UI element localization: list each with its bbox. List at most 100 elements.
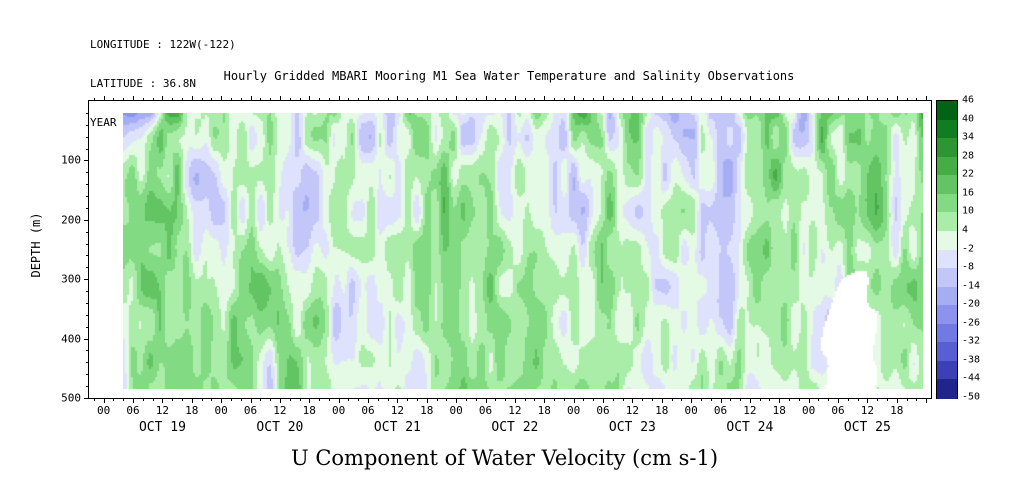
y-tick [86, 302, 89, 304]
x-tick-top [622, 98, 624, 101]
x-tick-top [446, 98, 448, 101]
x-tick-top [505, 98, 507, 101]
x-tick-label: 06 [478, 404, 493, 417]
y-tick [86, 184, 89, 186]
plot-area: 00 06 12 18 00 06 12 18 00 06 12 18 00 06 12 18 00 06 12 18… [61, 96, 932, 435]
x-tick-bottom [416, 398, 418, 401]
x-tick-top [328, 98, 330, 101]
x-tick-label: 00 [684, 404, 698, 417]
x-tick-bottom [798, 398, 800, 401]
x-tick-top [113, 98, 115, 101]
colorbar-tick-label: -2 [962, 243, 975, 254]
x-tick-top [700, 98, 702, 101]
y-tick [86, 291, 89, 293]
y-tick-label: 300 [61, 272, 81, 286]
x-tick-top [808, 96, 810, 101]
x-tick-bottom [877, 398, 879, 401]
x-tick-label: 00 [214, 404, 228, 417]
x-tick-top [603, 96, 604, 101]
x-tick-top [182, 98, 183, 101]
colorbar-segment [937, 342, 957, 362]
x-tick-top [779, 96, 781, 101]
y-tick [86, 172, 89, 174]
y-tick [86, 255, 89, 257]
x-tick-top [837, 96, 839, 101]
x-tick-bottom [710, 398, 712, 401]
x-tick-label: 00 [801, 404, 816, 417]
x-tick-bottom [348, 398, 350, 401]
x-tick-top [514, 96, 516, 101]
x-tick-top [485, 96, 487, 101]
y-tick [86, 326, 89, 328]
x-tick-bottom [749, 398, 751, 403]
y-tick [84, 160, 89, 162]
x-date-label: OCT 24 [726, 420, 774, 435]
x-tick-bottom [191, 398, 193, 403]
x-tick-bottom [896, 398, 898, 403]
x-tick-top [632, 96, 634, 101]
x-tick-bottom [436, 398, 438, 401]
x-tick-top [103, 96, 105, 101]
x-tick-top [642, 98, 644, 101]
y-tick [86, 350, 89, 352]
x-tick-top [926, 96, 928, 101]
x-tick-top [436, 98, 438, 101]
x-tick-top [886, 98, 888, 101]
x-tick-top [789, 98, 791, 101]
x-tick-bottom [230, 398, 232, 401]
x-tick-bottom [465, 398, 467, 401]
x-tick-bottom [182, 398, 183, 401]
x-tick-label: 12 [508, 404, 522, 417]
colorbar-tick-label: 28 [962, 150, 975, 162]
x-tick-bottom [818, 398, 820, 401]
colorbar-segment [937, 230, 957, 250]
colorbar-segment [937, 212, 957, 232]
x-tick-bottom [377, 398, 379, 401]
x-tick-bottom [495, 398, 497, 401]
x-tick-bottom [201, 398, 203, 401]
x-tick-top [289, 98, 291, 101]
caption: U Component of Water Velocity (cm s-1) [290, 446, 719, 470]
x-tick-top [612, 98, 614, 101]
x-tick-label: 12 [860, 404, 874, 417]
x-tick-bottom [505, 398, 507, 401]
y-tick [84, 338, 89, 340]
x-tick-bottom [328, 398, 330, 401]
y-tick [86, 136, 89, 138]
x-tick-label: 18 [185, 404, 199, 417]
colorbar-tick-label: 22 [962, 168, 975, 180]
x-tick-top [916, 98, 918, 101]
x-tick-top [495, 98, 497, 101]
x-tick-label: 06 [126, 404, 140, 417]
x-tick-top [661, 96, 663, 101]
x-tick-bottom [221, 398, 223, 403]
x-tick-bottom [456, 398, 458, 403]
x-tick-top [877, 98, 879, 101]
x-tick-top [798, 98, 800, 101]
x-tick-label: 00 [567, 404, 581, 417]
y-tick [86, 362, 89, 364]
x-tick-top [279, 96, 281, 101]
x-tick-bottom [886, 398, 888, 401]
x-tick-top [456, 96, 458, 101]
x-tick-bottom [740, 398, 742, 401]
x-tick-top [534, 98, 536, 101]
colorbar-segment [937, 286, 957, 306]
x-tick-bottom [661, 398, 663, 403]
colorbar-tick-label: -50 [962, 391, 981, 403]
x-tick-bottom [622, 398, 624, 401]
x-tick-label: 18 [420, 404, 434, 417]
colorbar-segment [937, 268, 957, 288]
x-tick-bottom [260, 398, 262, 401]
x-tick-bottom [162, 398, 164, 403]
x-tick-bottom [426, 398, 428, 403]
x-tick-top [416, 98, 418, 101]
x-tick-bottom [368, 398, 370, 403]
x-tick-bottom [152, 398, 154, 401]
x-tick-label: 18 [537, 404, 551, 417]
x-tick-top [740, 98, 742, 101]
x-tick-top [524, 98, 526, 101]
y-tick [86, 148, 89, 150]
x-tick-top [730, 98, 732, 101]
x-tick-bottom [593, 398, 595, 401]
